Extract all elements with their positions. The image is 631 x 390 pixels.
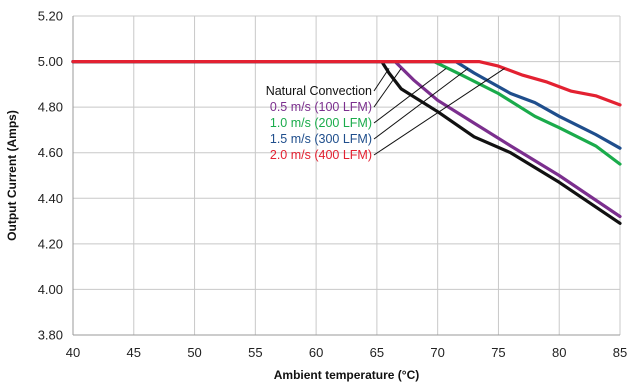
x-tick-label: 40 <box>66 345 80 360</box>
y-axis-title: Output Current (Amps) <box>5 110 19 241</box>
leader-line <box>373 68 402 108</box>
x-tick-label: 50 <box>187 345 201 360</box>
series-annotations: Natural Convection 0.5 m/s (100 LFM) 1.0 m… <box>266 67 505 162</box>
series-line <box>71 60 622 107</box>
series-line <box>71 60 622 166</box>
y-tick-label: 4.00 <box>38 282 63 297</box>
series-annotation-label: 1.5 m/s (300 LFM) <box>270 132 372 146</box>
x-tick-label: 85 <box>613 345 627 360</box>
series-line <box>71 60 622 150</box>
series-line <box>71 60 622 225</box>
series-annotation-label: 0.5 m/s (100 LFM) <box>270 100 372 114</box>
x-tick-label: 65 <box>370 345 384 360</box>
series-lines <box>71 60 622 225</box>
y-tick-label: 4.60 <box>38 145 63 160</box>
x-tick-label: 60 <box>309 345 323 360</box>
y-tick-label: 3.80 <box>38 328 63 343</box>
x-tick-label: 75 <box>491 345 505 360</box>
y-tick-label: 5.00 <box>38 54 63 69</box>
axes: 40 45 50 55 60 65 70 75 80 85 3.80 4.00 4.20 4.40 4.60… <box>38 9 628 361</box>
x-tick-label: 80 <box>552 345 566 360</box>
x-axis-title: Ambient temperature (°C) <box>274 368 419 382</box>
grid <box>72 15 621 336</box>
series-annotation-label: 2.0 m/s (400 LFM) <box>270 148 372 162</box>
y-tick-label: 4.80 <box>38 100 63 115</box>
x-tick-label: 45 <box>127 345 141 360</box>
series-line <box>71 60 622 219</box>
leader-line <box>373 68 390 92</box>
y-tick-label: 4.40 <box>38 191 63 206</box>
leader-line <box>373 68 447 124</box>
leader-line <box>373 68 469 140</box>
y-tick-label: 4.20 <box>38 236 63 251</box>
y-tick-label: 5.20 <box>38 9 63 24</box>
x-tick-label: 55 <box>248 345 262 360</box>
series-annotation-label: Natural Convection <box>266 84 372 98</box>
leader-line <box>373 67 505 156</box>
series-annotation-label: 1.0 m/s (200 LFM) <box>270 116 372 130</box>
x-tick-label: 70 <box>430 345 444 360</box>
